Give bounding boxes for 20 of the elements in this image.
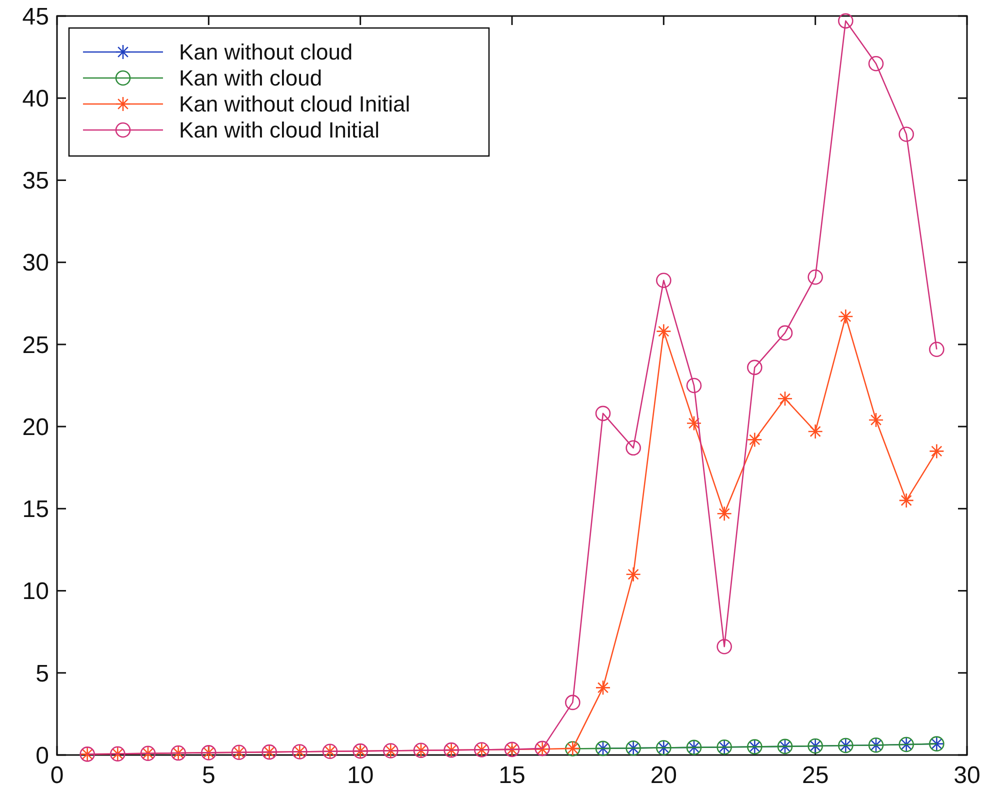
legend-label: Kan without cloud Initial: [179, 92, 410, 117]
legend-label: Kan with cloud: [179, 66, 322, 91]
legend-label: Kan with cloud Initial: [179, 118, 380, 143]
legend-label: Kan without cloud: [179, 40, 353, 65]
y-tick-label: 5: [36, 660, 49, 688]
y-tick-label: 15: [22, 496, 49, 524]
y-tick-label: 35: [22, 168, 49, 195]
y-tick-label: 20: [22, 414, 49, 441]
y-tick-label: 45: [22, 3, 49, 30]
y-tick-label: 30: [22, 250, 49, 277]
x-tick-label: 25: [802, 762, 829, 789]
x-tick-label: 30: [954, 762, 980, 789]
x-tick-label: 10: [346, 762, 374, 789]
y-tick-label: 25: [22, 332, 49, 359]
y-tick-label: 40: [22, 86, 49, 113]
y-tick-label: 0: [36, 742, 49, 770]
x-tick-label: 15: [498, 762, 526, 789]
y-tick-label: 10: [22, 578, 49, 606]
x-tick-label: 20: [650, 762, 678, 789]
x-tick-label: 5: [202, 762, 216, 789]
